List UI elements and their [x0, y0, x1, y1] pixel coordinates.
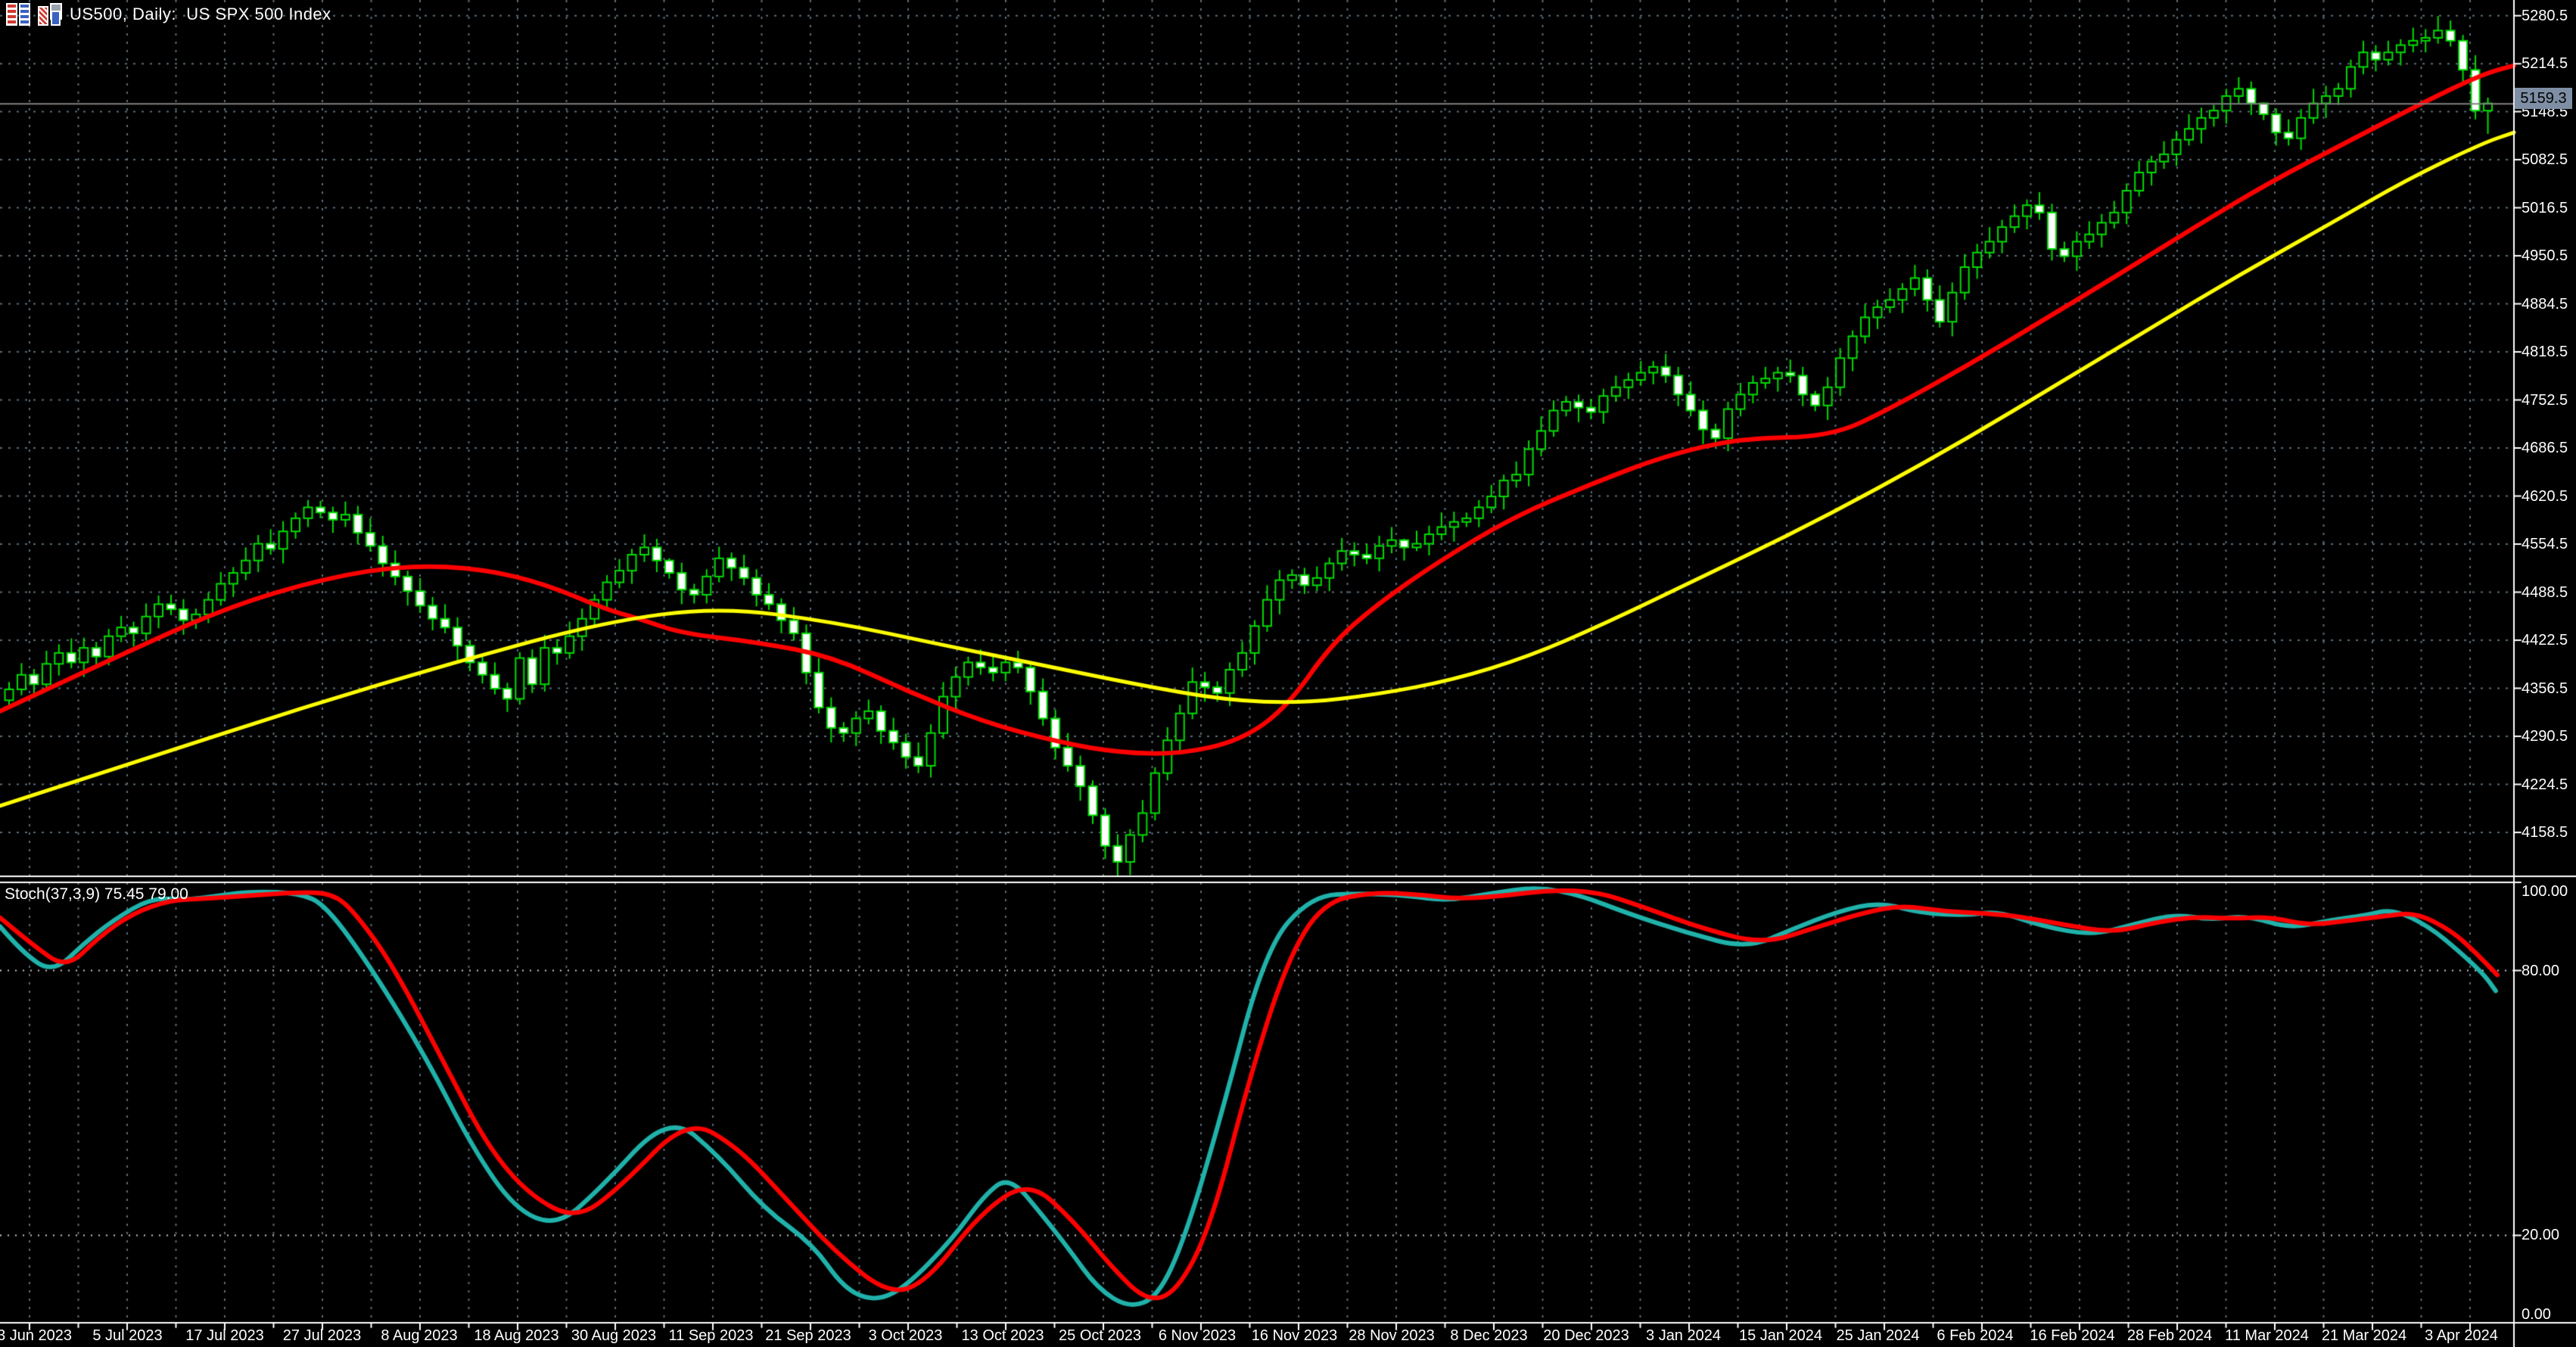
- date-axis-label: 25 Jan 2024: [1836, 1327, 1920, 1344]
- date-axis-label: 3 Jan 2024: [1646, 1327, 1721, 1344]
- date-axis-label: 18 Aug 2023: [474, 1327, 559, 1344]
- price-axis-label: 4620.5: [2522, 487, 2568, 505]
- date-axis-label: 21 Sep 2023: [765, 1327, 851, 1344]
- date-axis-label: 15 Jan 2024: [1738, 1327, 1823, 1344]
- date-axis-label: 21 Mar 2024: [2321, 1327, 2407, 1344]
- chart-windows-icon: [6, 3, 30, 26]
- date-axis-label: 6 Nov 2023: [1158, 1327, 1237, 1344]
- price-axis-label: 4752.5: [2522, 391, 2568, 409]
- chart-title: US500, Daily: US SPX 500 Index: [70, 5, 331, 23]
- price-axis-label: 5214.5: [2522, 55, 2568, 73]
- date-axis-label: 13 Oct 2023: [961, 1327, 1044, 1344]
- chart-title-bar: US500, Daily: US SPX 500 Index: [6, 3, 331, 26]
- price-axis-label: 5082.5: [2522, 151, 2568, 169]
- price-axis-label: 4818.5: [2522, 344, 2568, 361]
- date-axis-label: 3 Oct 2023: [868, 1327, 943, 1344]
- indicator-level-label: 0.00: [2522, 1306, 2551, 1323]
- indicator-level-label: 80.00: [2522, 962, 2560, 979]
- date-axis-label: 20 Dec 2023: [1543, 1327, 1629, 1344]
- date-axis-label: 8 Dec 2023: [1450, 1327, 1528, 1344]
- price-axis-label: 5280.5: [2522, 7, 2568, 24]
- price-axis-label: 4158.5: [2522, 824, 2568, 841]
- indicator-level-label: 20.00: [2522, 1227, 2560, 1244]
- chart-template-icon: [38, 3, 62, 26]
- price-axis-label: 5016.5: [2522, 199, 2568, 216]
- date-axis-label: 28 Nov 2023: [1349, 1327, 1435, 1344]
- date-axis-label: 28 Feb 2024: [2126, 1327, 2213, 1344]
- price-axis-label: 4290.5: [2522, 728, 2568, 745]
- date-axis-label: 5 Jul 2023: [92, 1327, 163, 1344]
- price-axis-label: 4224.5: [2522, 776, 2568, 793]
- indicator-level-label: 100.00: [2522, 883, 2568, 900]
- price-axis-label: 4884.5: [2522, 295, 2568, 313]
- date-axis-label: 27 Jul 2023: [282, 1327, 362, 1344]
- date-axis-label: 30 Aug 2023: [571, 1327, 657, 1344]
- date-axis-label: 23 Jun 2023: [0, 1327, 73, 1344]
- price-axis-label: 4356.5: [2522, 680, 2568, 697]
- date-axis-label: 6 Feb 2024: [1937, 1327, 2014, 1344]
- indicator-label: Stoch(37,3,9) 75.45 79.00: [5, 885, 188, 903]
- price-axis-label: 4686.5: [2522, 440, 2568, 457]
- date-axis-label: 11 Sep 2023: [668, 1327, 754, 1344]
- date-axis-label: 8 Aug 2023: [381, 1327, 458, 1344]
- price-axis-label: 4554.5: [2522, 536, 2568, 553]
- date-axis-label: 17 Jul 2023: [185, 1327, 264, 1344]
- date-axis-label: 25 Oct 2023: [1059, 1327, 1141, 1344]
- date-axis-label: 16 Nov 2023: [1251, 1327, 1338, 1344]
- price-axis-label: 4422.5: [2522, 632, 2568, 649]
- date-axis-label: 3 Apr 2024: [2425, 1327, 2498, 1344]
- date-axis-label: 16 Feb 2024: [2030, 1327, 2115, 1344]
- date-axis-label: 11 Mar 2024: [2225, 1327, 2309, 1344]
- current-price-badge: 5159.3: [2515, 88, 2572, 109]
- price-axis-label: 4950.5: [2522, 247, 2568, 265]
- price-axis-label: 4488.5: [2522, 583, 2568, 601]
